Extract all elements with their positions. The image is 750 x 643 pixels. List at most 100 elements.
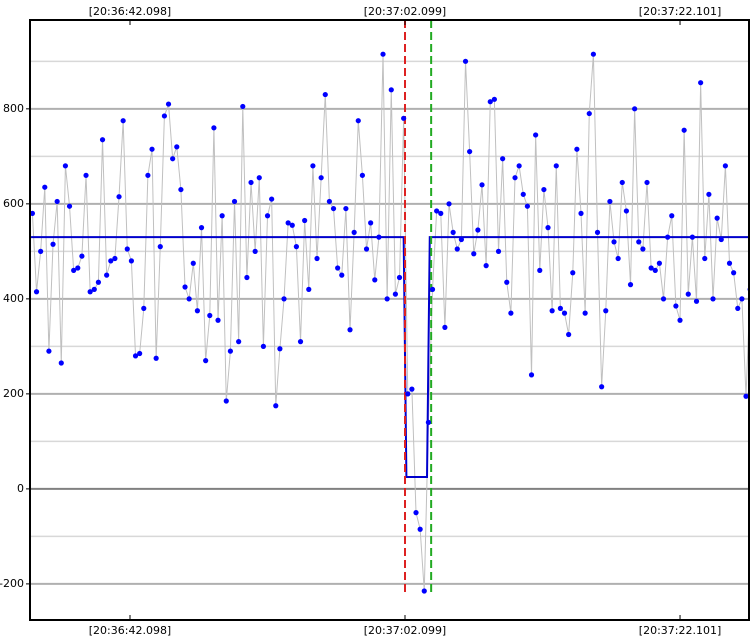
data-point xyxy=(553,163,559,169)
data-point xyxy=(702,255,708,262)
data-point xyxy=(586,110,592,117)
data-point xyxy=(434,208,440,214)
data-point xyxy=(355,118,361,124)
data-point xyxy=(322,91,328,98)
data-point xyxy=(145,172,151,178)
x-tick-label-top: [20:37:22.101] xyxy=(639,5,721,18)
data-point xyxy=(236,339,242,345)
mean-line xyxy=(31,236,749,479)
data-point xyxy=(508,310,514,316)
data-point xyxy=(665,234,671,240)
data-point xyxy=(570,270,576,276)
data-point xyxy=(533,132,539,138)
data-point xyxy=(566,331,572,338)
data-point xyxy=(157,244,163,250)
data-point xyxy=(264,213,271,219)
data-point xyxy=(380,51,386,57)
data-point xyxy=(285,220,291,226)
data-point xyxy=(698,80,704,86)
data-point xyxy=(693,298,700,304)
data-point xyxy=(347,327,353,333)
data-point xyxy=(223,398,229,404)
data-point xyxy=(487,99,493,105)
data-point xyxy=(335,265,341,271)
data-point xyxy=(297,339,304,345)
grid xyxy=(30,60,750,585)
data-point xyxy=(128,258,135,264)
data-point xyxy=(652,267,658,273)
data-point xyxy=(42,184,48,190)
data-point xyxy=(388,87,394,93)
data-point xyxy=(326,198,332,205)
data-point xyxy=(178,186,184,193)
data-point xyxy=(467,148,473,155)
plot-area xyxy=(30,20,750,620)
data-point xyxy=(611,239,617,245)
data-point xyxy=(619,179,625,186)
data-point xyxy=(425,419,431,425)
data-point xyxy=(599,384,605,390)
data-point xyxy=(190,260,196,266)
data-point xyxy=(409,386,415,392)
data-point xyxy=(149,146,155,152)
data-point xyxy=(112,255,118,262)
x-tick-label-top: [20:37:02.099] xyxy=(364,5,446,18)
data-point xyxy=(504,279,510,285)
plot-frame xyxy=(29,19,750,621)
data-point xyxy=(120,118,126,124)
data-point xyxy=(306,286,312,292)
data-point xyxy=(438,210,444,216)
data-point xyxy=(244,274,250,281)
x-tick-label-bottom: [20:37:22.101] xyxy=(639,624,721,637)
data-point xyxy=(396,274,403,281)
data-point xyxy=(561,310,568,316)
data-point xyxy=(549,308,555,314)
data-point xyxy=(739,296,745,302)
data-point xyxy=(368,220,374,226)
data-point xyxy=(632,106,638,112)
data-point xyxy=(648,265,654,271)
data-point xyxy=(153,355,159,361)
data-point xyxy=(726,260,733,266)
data-point xyxy=(161,113,168,119)
data-point xyxy=(524,203,530,209)
data-point xyxy=(310,163,316,169)
data-point xyxy=(516,163,522,169)
data-point xyxy=(376,234,382,240)
data-point xyxy=(706,191,712,197)
data-point xyxy=(615,255,621,262)
data-point xyxy=(277,346,283,352)
data-point xyxy=(302,217,308,224)
x-tick-label-bottom: [20:37:02.099] xyxy=(364,624,446,637)
data-point xyxy=(95,279,102,285)
data-point xyxy=(594,229,601,235)
data-point xyxy=(735,305,741,311)
data-point xyxy=(681,127,687,133)
data-point xyxy=(343,205,349,212)
data-point xyxy=(603,308,609,314)
data-point xyxy=(240,103,246,110)
data-point xyxy=(62,163,69,169)
data-point xyxy=(656,260,662,266)
data-point xyxy=(743,393,749,399)
x-tick-label-top: [20:36:42.098] xyxy=(89,5,171,18)
data-point xyxy=(132,353,139,359)
data-point xyxy=(401,115,407,121)
data-point xyxy=(528,372,535,378)
data-point xyxy=(590,51,596,57)
data-point xyxy=(417,526,423,532)
data-point xyxy=(33,289,40,295)
data-point xyxy=(537,267,543,273)
data-point xyxy=(314,255,320,262)
data-point xyxy=(384,296,390,302)
data-point xyxy=(421,588,427,594)
data-point xyxy=(685,291,691,297)
data-point xyxy=(46,348,52,354)
data-point xyxy=(483,263,489,269)
data-point xyxy=(50,241,56,247)
data-point xyxy=(636,239,642,245)
data-point xyxy=(198,225,205,231)
data-point xyxy=(289,222,295,228)
data-point xyxy=(471,251,477,257)
y-tick-label: 600 xyxy=(3,197,24,210)
